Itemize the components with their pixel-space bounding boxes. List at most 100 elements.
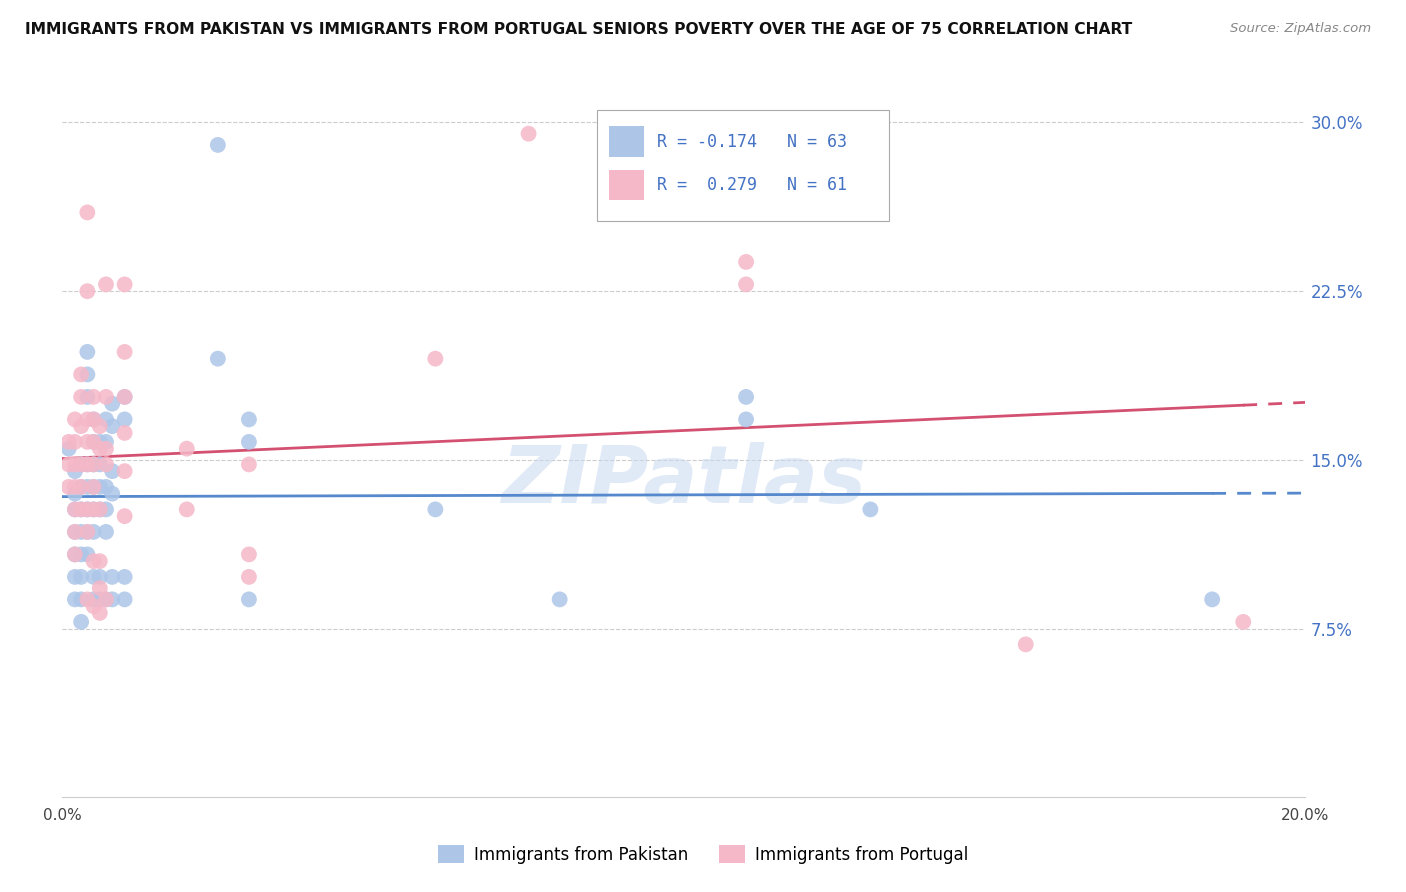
Point — [94, 277, 117, 292]
Point — [114, 390, 136, 404]
Point — [94, 458, 117, 472]
Point — [114, 345, 136, 359]
Text: IMMIGRANTS FROM PAKISTAN VS IMMIGRANTS FROM PORTUGAL SENIORS POVERTY OVER THE AG: IMMIGRANTS FROM PAKISTAN VS IMMIGRANTS F… — [25, 22, 1133, 37]
Point — [70, 502, 93, 516]
Point — [89, 434, 111, 449]
Point — [76, 524, 98, 539]
Point — [114, 412, 136, 426]
Text: ZIPatlas: ZIPatlas — [502, 442, 866, 520]
Point — [94, 390, 117, 404]
Point — [76, 390, 98, 404]
Point — [76, 205, 98, 219]
Point — [548, 592, 571, 607]
Point — [63, 548, 86, 562]
Point — [425, 502, 447, 516]
Point — [76, 458, 98, 472]
Point — [63, 502, 86, 516]
Point — [89, 592, 111, 607]
Point — [63, 458, 86, 472]
Point — [83, 480, 105, 494]
Point — [94, 592, 117, 607]
Point — [94, 524, 117, 539]
Point — [76, 434, 98, 449]
Point — [859, 502, 882, 516]
Point — [238, 412, 260, 426]
Point — [63, 502, 86, 516]
Point — [176, 502, 198, 516]
Point — [176, 442, 198, 456]
Point — [83, 434, 105, 449]
Point — [238, 434, 260, 449]
Point — [83, 458, 105, 472]
Point — [89, 502, 111, 516]
Point — [101, 419, 124, 434]
Point — [76, 592, 98, 607]
Point — [70, 480, 93, 494]
Point — [101, 464, 124, 478]
Point — [94, 592, 117, 607]
Point — [517, 127, 540, 141]
Point — [114, 425, 136, 440]
Point — [76, 458, 98, 472]
Legend: Immigrants from Pakistan, Immigrants from Portugal: Immigrants from Pakistan, Immigrants fro… — [430, 838, 976, 871]
Point — [76, 502, 98, 516]
Point — [238, 458, 260, 472]
Point — [94, 442, 117, 456]
Point — [89, 581, 111, 595]
Point — [89, 442, 111, 456]
Point — [70, 524, 93, 539]
Point — [89, 502, 111, 516]
Point — [76, 480, 98, 494]
Point — [114, 277, 136, 292]
Point — [735, 412, 758, 426]
Point — [83, 502, 105, 516]
Point — [63, 548, 86, 562]
Point — [101, 570, 124, 584]
Point — [76, 412, 98, 426]
Point — [735, 277, 758, 292]
Point — [70, 458, 93, 472]
Bar — [609, 127, 644, 157]
Point — [238, 548, 260, 562]
Point — [63, 464, 86, 478]
Point — [76, 524, 98, 539]
Point — [83, 502, 105, 516]
Point — [63, 524, 86, 539]
Point — [63, 570, 86, 584]
Point — [83, 592, 105, 607]
Point — [70, 458, 93, 472]
Point — [1232, 615, 1254, 629]
Point — [76, 345, 98, 359]
Point — [114, 464, 136, 478]
Point — [89, 606, 111, 620]
Point — [70, 570, 93, 584]
Point — [63, 480, 86, 494]
Point — [63, 524, 86, 539]
Point — [58, 442, 80, 456]
Point — [58, 480, 80, 494]
Point — [207, 137, 229, 152]
Point — [70, 419, 93, 434]
Point — [89, 458, 111, 472]
Point — [94, 434, 117, 449]
Point — [89, 480, 111, 494]
Point — [70, 502, 93, 516]
Point — [89, 570, 111, 584]
Point — [83, 412, 105, 426]
Point — [76, 548, 98, 562]
Point — [83, 458, 105, 472]
Point — [94, 480, 117, 494]
Bar — [609, 169, 644, 200]
Text: R = -0.174   N = 63: R = -0.174 N = 63 — [657, 133, 846, 151]
Point — [425, 351, 447, 366]
Point — [70, 548, 93, 562]
Point — [58, 434, 80, 449]
Point — [114, 390, 136, 404]
Point — [94, 502, 117, 516]
Point — [114, 509, 136, 524]
Point — [735, 255, 758, 269]
Point — [76, 284, 98, 298]
Point — [94, 412, 117, 426]
Point — [63, 486, 86, 500]
Point — [83, 554, 105, 568]
